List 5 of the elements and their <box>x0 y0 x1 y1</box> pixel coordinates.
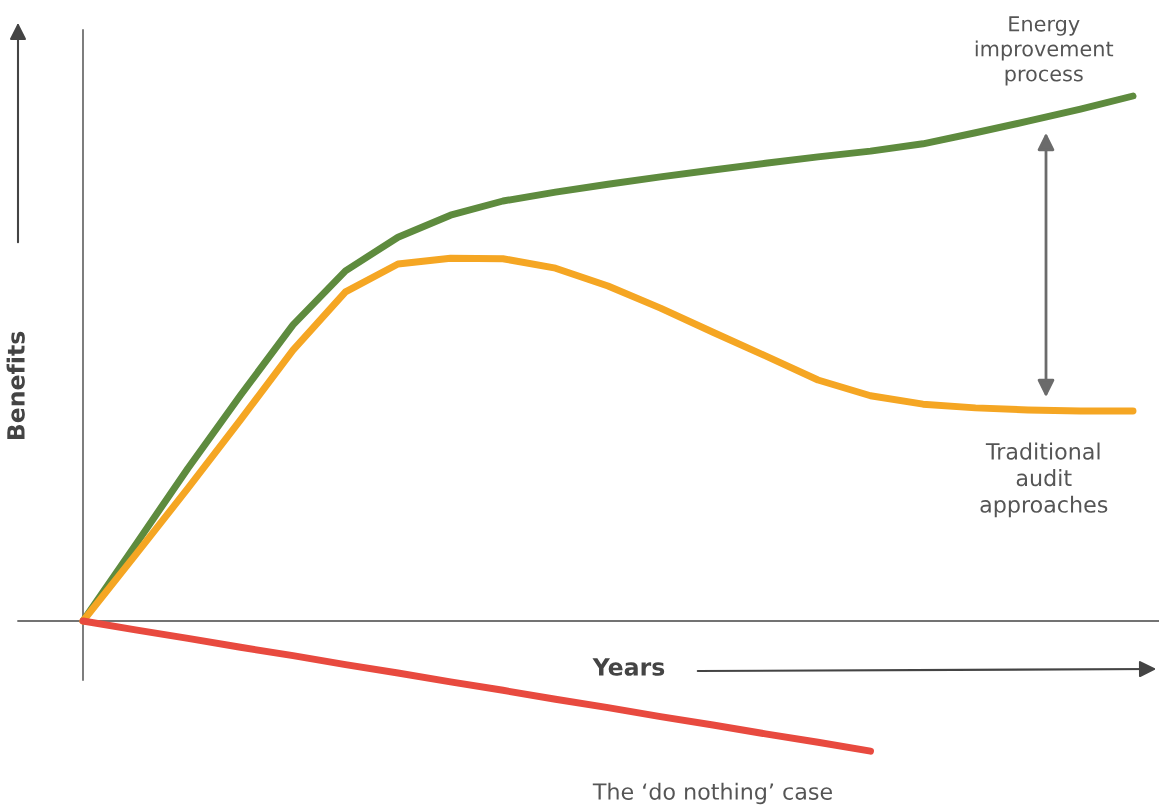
x-axis-title: Years <box>592 658 665 676</box>
y-axis-title: Benefits <box>6 331 25 440</box>
series-label: Energy improvement process <box>975 16 1114 86</box>
series-label: The ‘do nothing’ case <box>592 782 832 805</box>
series-label: Traditional audit approaches <box>980 442 1108 518</box>
